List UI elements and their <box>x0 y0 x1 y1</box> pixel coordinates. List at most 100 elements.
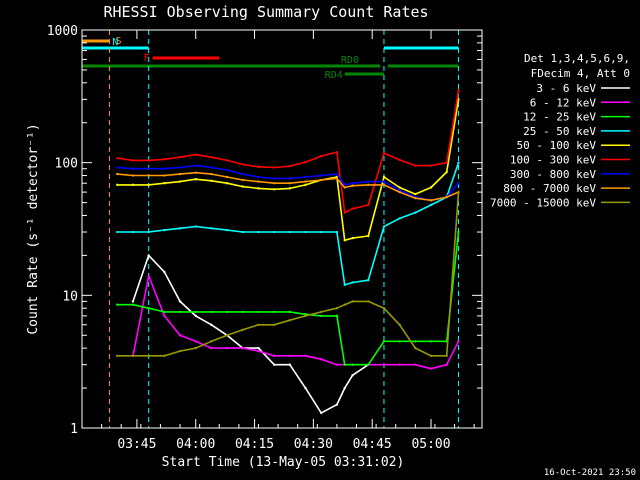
data-point <box>210 323 213 326</box>
data-point <box>343 211 346 214</box>
data-point <box>398 158 401 162</box>
data-point <box>335 230 339 234</box>
data-point <box>257 175 260 179</box>
flag-label-rd0: RD0 <box>341 55 359 66</box>
data-point <box>457 161 460 164</box>
data-point <box>335 177 339 180</box>
data-point <box>210 227 213 230</box>
data-point <box>429 367 433 370</box>
data-point <box>304 354 307 358</box>
data-point <box>178 155 182 159</box>
data-point <box>225 159 229 162</box>
data-point <box>131 174 135 177</box>
data-point <box>225 228 229 232</box>
data-point <box>445 363 448 366</box>
data-point <box>241 346 244 350</box>
legend-label: 6 - 12 keV <box>530 96 597 109</box>
data-point <box>194 225 197 228</box>
x-tick-label: 04:15 <box>235 437 274 452</box>
data-point <box>116 303 119 306</box>
x-axis-label: Start Time (13-May-05 03:31:02) <box>162 455 405 470</box>
data-point <box>288 230 292 234</box>
data-point <box>163 174 166 177</box>
data-point <box>367 234 370 238</box>
data-point <box>382 306 386 310</box>
data-point <box>457 340 460 343</box>
data-point <box>147 183 150 187</box>
data-point <box>272 230 276 234</box>
data-point <box>225 334 229 337</box>
data-point <box>414 164 417 167</box>
data-point <box>320 230 323 234</box>
plot-frame <box>81 29 483 429</box>
data-point <box>351 184 354 187</box>
data-point <box>398 217 401 220</box>
x-tick-label: 04:00 <box>176 437 215 452</box>
data-point <box>288 165 292 168</box>
legend-label: 3 - 6 keV <box>536 82 596 95</box>
data-point <box>116 230 119 234</box>
data-point <box>367 203 370 207</box>
data-point <box>429 199 433 202</box>
series-line-3 <box>117 162 460 286</box>
data-point <box>288 363 292 366</box>
data-point <box>414 346 417 350</box>
date-stamp: 16-Oct-2021 23:50 <box>544 468 636 478</box>
data-point <box>382 180 386 183</box>
data-point <box>445 354 448 358</box>
data-point <box>367 279 370 282</box>
data-point <box>194 153 197 156</box>
data-point <box>351 300 354 303</box>
data-point <box>382 151 386 155</box>
data-point <box>429 340 433 343</box>
data-point <box>241 178 244 182</box>
data-point <box>131 167 135 170</box>
data-point <box>116 172 119 176</box>
data-point <box>398 190 401 194</box>
data-point <box>288 310 292 314</box>
data-point <box>382 175 386 179</box>
data-point <box>116 157 119 160</box>
data-point <box>304 230 307 234</box>
data-point <box>272 188 276 191</box>
data-point <box>210 346 213 350</box>
data-point <box>398 340 401 343</box>
data-point <box>367 180 370 183</box>
data-point <box>457 190 460 194</box>
x-tick-label: 04:45 <box>353 437 392 452</box>
legend-label: 12 - 25 keV <box>523 111 596 124</box>
data-point <box>320 154 323 158</box>
y-axis: 1 10 100 1000 <box>47 24 482 437</box>
data-point <box>272 354 276 358</box>
data-point <box>147 306 150 310</box>
data-point <box>335 306 339 310</box>
data-point <box>257 349 260 353</box>
y-tick-label: 1000 <box>47 24 78 39</box>
data-point <box>382 225 386 228</box>
data-point <box>194 310 197 314</box>
flag-label-f: F <box>144 53 150 64</box>
data-point <box>288 354 292 358</box>
data-point <box>178 227 182 230</box>
data-point <box>445 170 448 174</box>
data-point <box>320 411 323 415</box>
legend-header-detectors: Det 1,3,4,5,6,9, <box>524 52 630 65</box>
data-point <box>210 310 213 314</box>
x-tick-label: 04:30 <box>294 437 333 452</box>
data-point <box>147 274 150 278</box>
data-point <box>272 363 276 366</box>
data-point <box>304 183 307 187</box>
data-point <box>343 386 346 390</box>
data-point <box>343 183 346 187</box>
data-point <box>163 167 166 170</box>
data-point <box>457 182 460 185</box>
data-point <box>210 155 213 159</box>
data-point <box>131 300 135 303</box>
data-point <box>178 166 182 169</box>
data-point <box>257 323 260 326</box>
data-point <box>116 354 119 358</box>
data-point <box>194 340 197 343</box>
data-point <box>178 310 182 314</box>
data-point <box>429 203 433 207</box>
data-point <box>414 363 417 366</box>
